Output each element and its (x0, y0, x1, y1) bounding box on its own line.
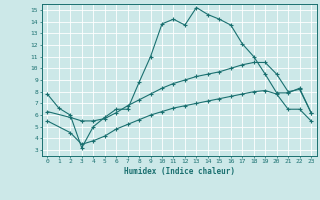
X-axis label: Humidex (Indice chaleur): Humidex (Indice chaleur) (124, 167, 235, 176)
